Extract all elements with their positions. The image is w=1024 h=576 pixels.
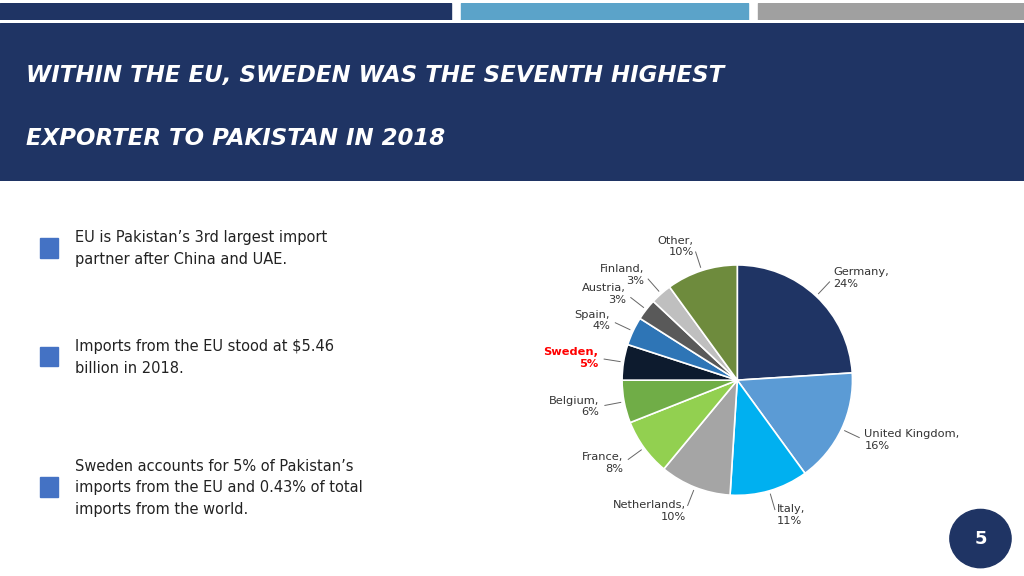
Text: Other,
10%: Other, 10%: [657, 236, 694, 257]
Text: Spain,
4%: Spain, 4%: [574, 309, 610, 331]
Text: United Kingdom,
16%: United Kingdom, 16%: [864, 429, 959, 451]
Text: Austria,
3%: Austria, 3%: [583, 283, 627, 305]
Text: France,
8%: France, 8%: [583, 452, 624, 473]
Wedge shape: [664, 380, 737, 495]
Text: 5: 5: [974, 529, 987, 548]
Wedge shape: [737, 373, 852, 473]
Text: Sweden,
5%: Sweden, 5%: [544, 347, 598, 369]
Wedge shape: [622, 380, 737, 423]
Bar: [40, 238, 58, 257]
Text: Sweden accounts for 5% of Pakistan’s
imports from the EU and 0.43% of total
impo: Sweden accounts for 5% of Pakistan’s imp…: [75, 459, 362, 517]
Bar: [461, 3, 748, 20]
Text: Netherlands,
10%: Netherlands, 10%: [612, 500, 685, 522]
Wedge shape: [630, 380, 737, 469]
Wedge shape: [737, 265, 852, 380]
Bar: [0, 3, 451, 20]
Text: EXPORTER TO PAKISTAN IN 2018: EXPORTER TO PAKISTAN IN 2018: [26, 127, 444, 150]
Text: EU is Pakistan’s 3rd largest import
partner after China and UAE.: EU is Pakistan’s 3rd largest import part…: [75, 230, 327, 267]
Text: Belgium,
6%: Belgium, 6%: [549, 396, 599, 417]
Circle shape: [950, 509, 1011, 568]
Bar: [40, 347, 58, 366]
Text: Finland,
3%: Finland, 3%: [600, 264, 644, 286]
Wedge shape: [623, 344, 737, 380]
Wedge shape: [640, 301, 737, 380]
Wedge shape: [653, 287, 737, 380]
Text: Italy,
11%: Italy, 11%: [776, 505, 805, 526]
Text: Imports from the EU stood at $5.46
billion in 2018.: Imports from the EU stood at $5.46 billi…: [75, 339, 334, 376]
Text: WITHIN THE EU, SWEDEN WAS THE SEVENTH HIGHEST: WITHIN THE EU, SWEDEN WAS THE SEVENTH HI…: [26, 64, 724, 87]
Wedge shape: [730, 380, 805, 495]
Wedge shape: [628, 319, 737, 380]
Text: Germany,
24%: Germany, 24%: [834, 267, 889, 289]
Wedge shape: [670, 265, 737, 380]
Bar: [758, 3, 1024, 20]
Bar: [40, 478, 58, 497]
